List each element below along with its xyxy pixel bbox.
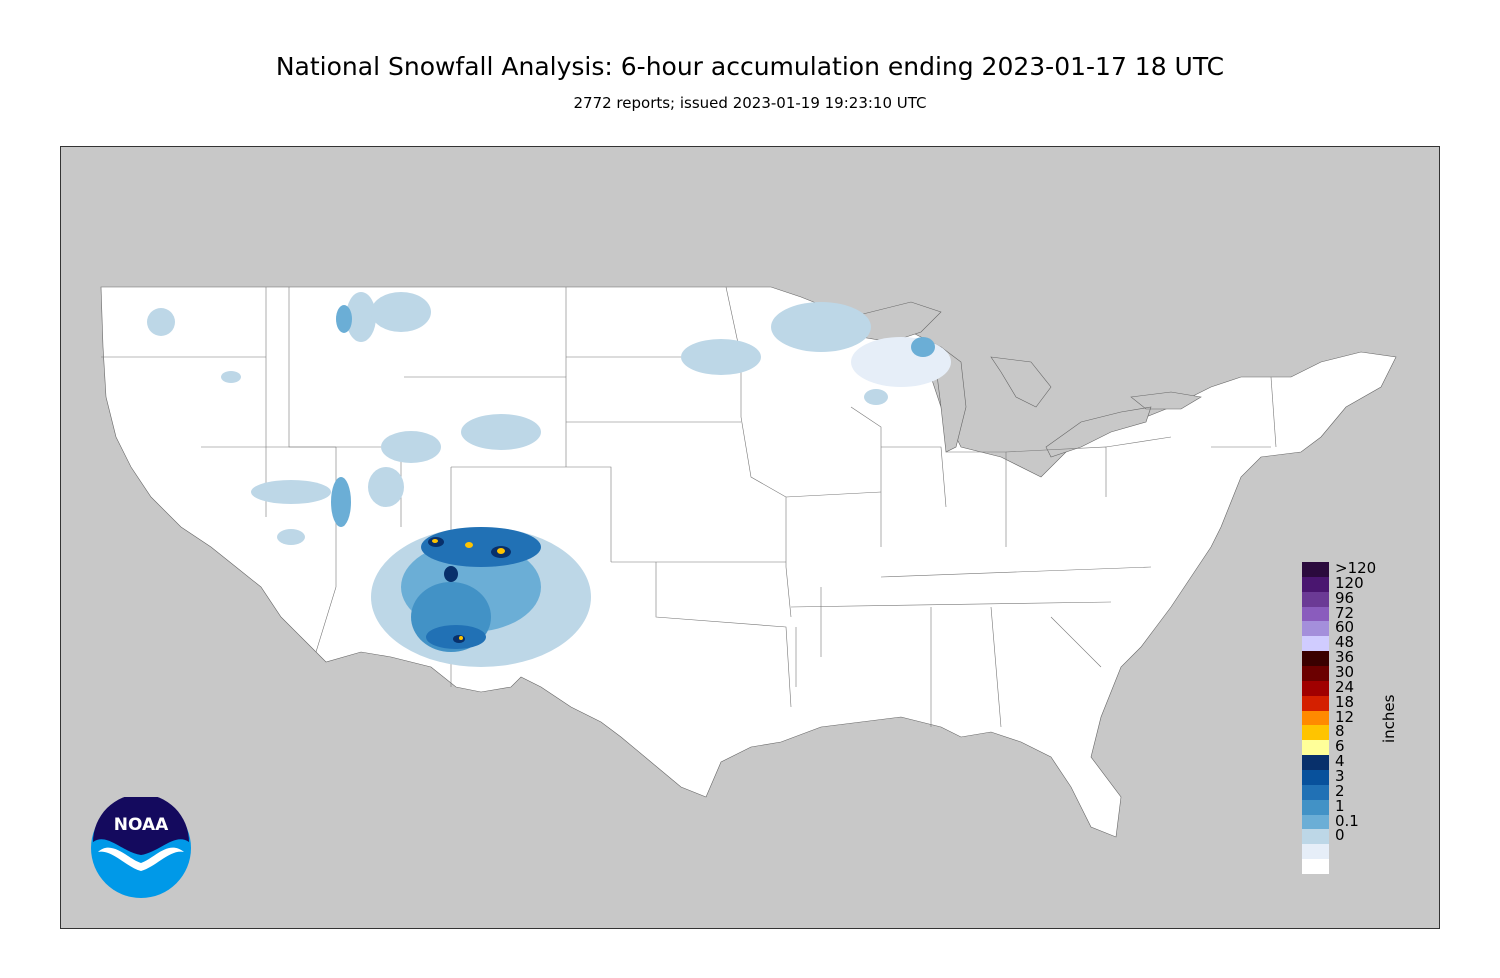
- legend-label: 6: [1335, 737, 1345, 756]
- legend-swatch: [1302, 621, 1329, 637]
- legend-label: 8: [1335, 722, 1345, 741]
- map-title: National Snowfall Analysis: 6-hour accum…: [275, 52, 1225, 81]
- legend-swatch: [1302, 666, 1329, 682]
- legend-label: 2: [1335, 781, 1345, 800]
- legend-units: inches: [1380, 694, 1398, 743]
- legend-swatch: [1302, 576, 1329, 593]
- legend-label: 72: [1335, 603, 1355, 622]
- noaa-logo-icon: NOAA: [91, 797, 191, 898]
- legend-swatch: [1302, 799, 1329, 816]
- legend-swatch: [1302, 770, 1329, 786]
- legend-label: 0.1: [1335, 811, 1359, 830]
- legend-swatch: [1302, 740, 1329, 756]
- legend-label: 1: [1335, 796, 1345, 815]
- legend-label: 18: [1335, 692, 1355, 711]
- legend-swatch: [1302, 859, 1329, 875]
- legend-swatch: [1302, 725, 1329, 741]
- legend-swatch: [1302, 651, 1329, 667]
- logo-text: NOAA: [114, 815, 169, 835]
- legend-label: 36: [1335, 648, 1355, 667]
- legend-label: 3: [1335, 767, 1345, 785]
- legend-label: 120: [1335, 573, 1364, 592]
- legend-label: 12: [1335, 707, 1355, 726]
- map-canvas: [100, 286, 1397, 838]
- legend-swatch: [1302, 636, 1329, 652]
- legend-swatch: [1302, 755, 1329, 771]
- legend-label: 30: [1335, 663, 1355, 681]
- legend-label: 96: [1335, 588, 1355, 607]
- legend-label: 48: [1335, 633, 1355, 652]
- legend-swatch: [1302, 784, 1329, 801]
- great-lakes: [850, 301, 1202, 458]
- legend-swatch: [1302, 695, 1329, 712]
- legend-swatch: [1302, 562, 1329, 578]
- legend-label: 4: [1335, 752, 1345, 771]
- legend-label: 24: [1335, 677, 1355, 696]
- legend-label: 60: [1335, 618, 1355, 637]
- map-subtitle: 2772 reports; issued 2023-01-19 19:23:10…: [573, 94, 927, 112]
- snowfall-map: [60, 146, 1440, 929]
- legend-swatch: [1302, 680, 1329, 697]
- snowfall-areas: [147, 292, 951, 667]
- legend-label: 0: [1335, 826, 1345, 845]
- legend-label: >120: [1335, 559, 1377, 577]
- legend-swatch: [1302, 829, 1329, 845]
- legend-swatch: [1302, 591, 1329, 608]
- legend-swatch: [1302, 710, 1329, 726]
- legend-swatch: [1302, 814, 1329, 830]
- legend-swatch: [1302, 844, 1329, 860]
- legend-swatch: [1302, 606, 1329, 622]
